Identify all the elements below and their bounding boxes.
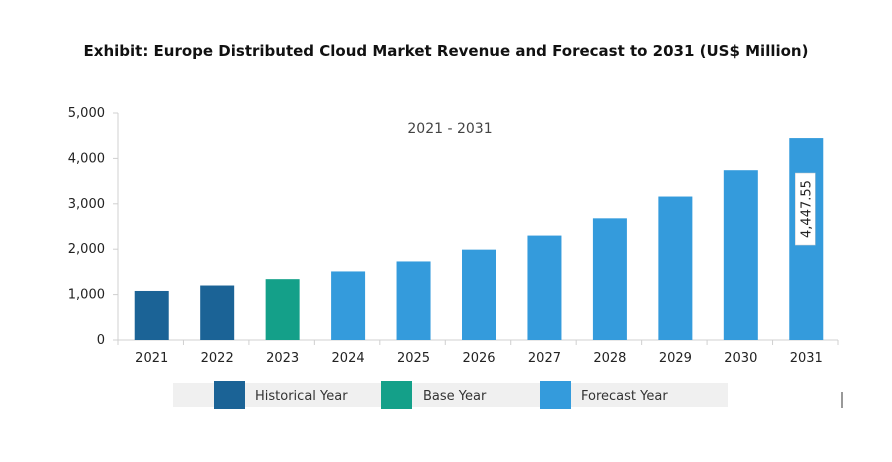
x-tick-label-2030: 2030 (724, 351, 757, 366)
x-tick-label-2021: 2021 (135, 351, 168, 366)
data-label-value: 4,447.55 (799, 180, 814, 238)
x-tick-label-2024: 2024 (332, 351, 365, 366)
bar-2026 (462, 249, 496, 340)
legend-label-historical: Historical Year (255, 389, 348, 404)
legend-label-forecast: Forecast Year (581, 389, 668, 404)
chart-axes: 0 1,000 2,000 3,000 4,000 5,000 2021 2022 2023 20… (68, 106, 839, 366)
bar-2027 (527, 235, 562, 340)
y-tick-label: 2,000 (68, 242, 105, 257)
data-label-group: 4,447.55 (795, 172, 816, 246)
x-tick-label-2022: 2022 (201, 351, 234, 366)
chart-legend: Historical Year Base Year Forecast Year (173, 381, 843, 409)
bar-2024 (331, 271, 366, 340)
x-tick-label-2031: 2031 (790, 351, 823, 366)
bar-2021 (134, 290, 169, 340)
chart-title: Exhibit: Europe Distributed Cloud Market… (83, 42, 809, 60)
bar-2030 (723, 170, 758, 340)
chart-labels: 2021 - 2031 4,447.55 (407, 121, 816, 246)
y-tick-label: 4,000 (68, 151, 105, 166)
legend-swatch-base (381, 381, 412, 409)
legend-swatch-forecast (540, 381, 571, 409)
y-tick-label: 1,000 (68, 288, 105, 303)
bar-2022 (200, 285, 235, 340)
y-tick-label: 0 (97, 333, 105, 348)
x-tick-label-2028: 2028 (593, 351, 626, 366)
legend-swatch-historical (214, 381, 245, 409)
chart-subtitle: 2021 - 2031 (407, 121, 492, 137)
x-tick-label-2029: 2029 (659, 351, 692, 366)
bar-2028 (592, 218, 627, 340)
y-tick-label: 3,000 (68, 197, 105, 212)
legend-background (173, 383, 728, 407)
x-tick-label-2027: 2027 (528, 351, 561, 366)
data-label-box (795, 172, 816, 246)
chart-bars (134, 138, 824, 340)
y-tick-label: 5,000 (68, 106, 105, 121)
bar-2025 (396, 261, 431, 340)
legend-label-base: Base Year (423, 389, 487, 404)
x-tick-label-2026: 2026 (462, 351, 495, 366)
x-tick-label-2023: 2023 (266, 351, 299, 366)
bar-2029 (658, 196, 693, 340)
bar-2023 (265, 279, 300, 340)
x-tick-label-2025: 2025 (397, 351, 430, 366)
